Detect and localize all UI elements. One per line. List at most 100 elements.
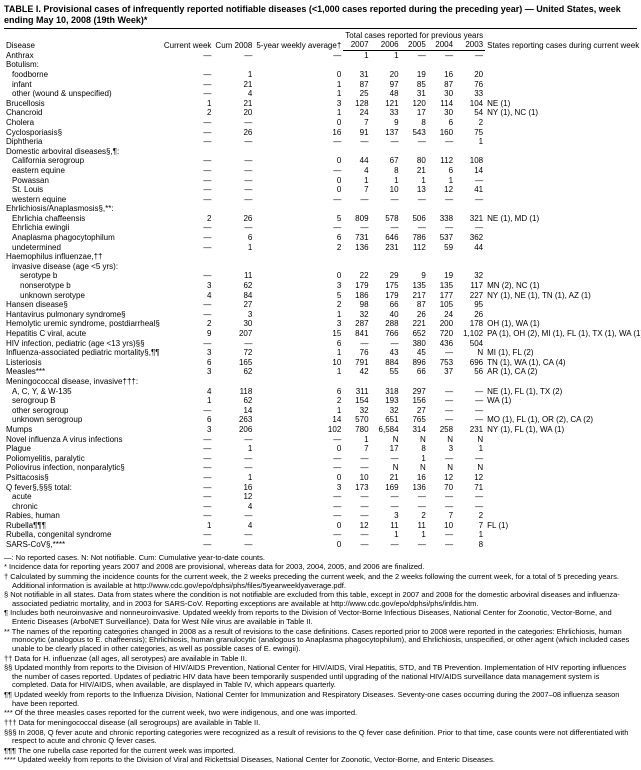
table-row: unknown serogroup626314570651765——MO (1)… [4,415,641,425]
value-cell: 0 [254,444,343,454]
value-cell: 263 [213,415,254,425]
disease-cell: California serogroup [4,156,162,166]
value-cell: 2 [401,511,428,521]
value-cell: 4 [343,166,370,176]
value-cell: 537 [428,233,455,243]
disease-cell: Listeriosis [4,358,162,368]
table-row: Diphtheria———————1 [4,137,641,147]
value-cell: — [162,444,214,454]
value-cell: 16 [428,70,455,80]
table-row: Domestic arboviral diseases§,¶: [4,147,641,157]
value-cell: 297 [401,387,428,397]
value-cell: — [401,50,428,60]
value-cell: 1 [162,521,214,531]
states-cell: NE (1), MD (1) [485,214,641,224]
value-cell: 54 [455,108,485,118]
hdr-cum-2008: Cum 2008 [213,31,254,51]
table-row: infant—2118797858776 [4,80,641,90]
value-cell: — [371,339,401,349]
value-cell: 0 [254,70,343,80]
value-cell [213,204,254,214]
value-cell: 165 [213,358,254,368]
value-cell: — [213,185,254,195]
value-cell: 753 [428,358,455,368]
value-cell: 31 [401,89,428,99]
value-cell: — [254,223,343,233]
value-cell: — [213,463,254,473]
value-cell: 56 [455,367,485,377]
value-cell: 765 [401,415,428,425]
value-cell: 1 [162,396,214,406]
value-cell: 66 [401,367,428,377]
footnote-line: § Not notifiable in all states. Data fro… [4,591,637,608]
value-cell: — [162,339,214,349]
value-cell: 14 [213,406,254,416]
states-cell [485,156,641,166]
states-cell: PA (1), OH (2), MI (1), FL (1), TX (1), … [485,329,641,339]
disease-cell: Domestic arboviral diseases§,¶: [4,147,162,157]
states-cell [485,463,641,473]
value-cell: 780 [343,425,370,435]
value-cell: 506 [401,214,428,224]
value-cell: 3 [254,99,343,109]
value-cell: 12 [428,185,455,195]
value-cell: — [455,502,485,512]
value-cell: 896 [401,358,428,368]
value-cell: 766 [371,329,401,339]
states-cell [485,444,641,454]
value-cell: 72 [213,348,254,358]
value-cell: 173 [343,483,370,493]
value-cell: — [254,50,343,60]
value-cell: — [162,310,214,320]
value-cell: 6 [254,339,343,349]
value-cell: 6 [162,358,214,368]
value-cell: 135 [401,281,428,291]
hdr-2006: 2006 [371,40,401,50]
value-cell [254,60,343,70]
disease-cell: other serogroup [4,406,162,416]
disease-cell: Anthrax [4,50,162,60]
value-cell: 504 [455,339,485,349]
value-cell: 7 [455,521,485,531]
value-cell: — [428,137,455,147]
value-cell: — [428,50,455,60]
hdr-current-week: Current week [162,31,214,51]
states-cell [485,483,641,493]
value-cell: 87 [343,80,370,90]
value-cell [401,60,428,70]
value-cell [428,262,455,272]
value-cell: 1 [343,435,370,445]
value-cell: — [162,492,214,502]
states-cell [485,118,641,128]
value-cell: — [371,540,401,550]
value-cell: 436 [428,339,455,349]
value-cell: 8 [401,118,428,128]
disease-cell: St. Louis [4,185,162,195]
value-cell: — [213,156,254,166]
value-cell: 71 [455,483,485,493]
table-row: A, C, Y, & W-13541186311318297——NE (1), … [4,387,641,397]
value-cell: N [455,435,485,445]
value-cell: 231 [371,243,401,253]
value-cell [371,262,401,272]
hdr-2004: 2004 [428,40,455,50]
states-cell [485,137,641,147]
disease-cell: HIV infection, pediatric (age <13 yrs)§§ [4,339,162,349]
value-cell [401,147,428,157]
value-cell: — [254,530,343,540]
disease-cell: Chancroid [4,108,162,118]
value-cell: 102 [254,425,343,435]
disease-cell: infant [4,80,162,90]
data-table: Disease Current week Cum 2008 5-year wee… [4,31,641,550]
value-cell: 1 [428,176,455,186]
value-cell: 4 [213,521,254,531]
states-cell [485,185,641,195]
states-cell [485,80,641,90]
value-cell: — [162,233,214,243]
value-cell: 0 [254,521,343,531]
footnote-line: ††† Data for meningococcal disease (all … [4,719,637,728]
header-rule [4,28,637,29]
value-cell: 6 [254,387,343,397]
value-cell: 0 [254,176,343,186]
value-cell: 121 [371,99,401,109]
